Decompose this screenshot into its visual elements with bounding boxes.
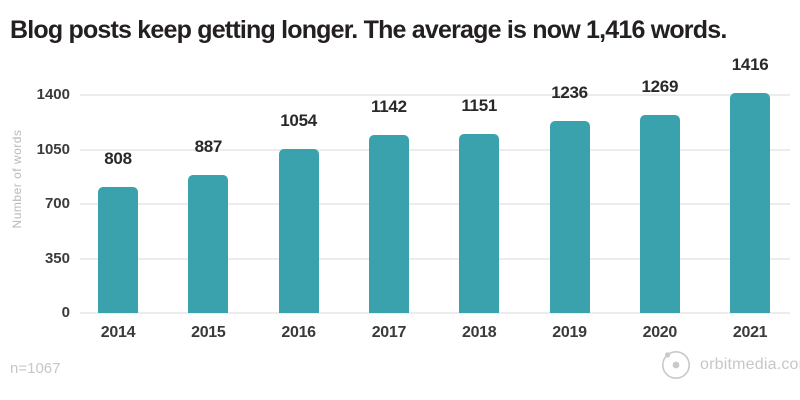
x-tick-label: 2021 [732, 324, 768, 341]
gridline-y-350 [80, 257, 790, 260]
bar-2019 [549, 120, 590, 313]
bar-value-label: 1236 [551, 82, 588, 102]
bar-value-label: 1151 [461, 95, 498, 115]
y-tick-label: 350 [44, 249, 70, 267]
bar-2014 [98, 187, 138, 313]
bar-value-label: 1416 [731, 54, 769, 74]
x-tick-label: 2018 [461, 324, 497, 341]
bar-2016 [278, 148, 319, 313]
bar-value-label: 1269 [641, 77, 679, 97]
x-tick-label: 2015 [191, 324, 226, 341]
chart-title: Blog posts keep getting longer. The aver… [10, 16, 727, 44]
orbitmedia-logo-icon [662, 351, 690, 379]
gridline-y-700 [80, 203, 790, 205]
gridline-y-1400 [80, 94, 790, 96]
gridline-y-0 [80, 312, 790, 314]
x-tick-label: 2019 [552, 324, 587, 341]
gridline-y-1050 [80, 148, 790, 151]
bar-value-label: 1142 [371, 97, 407, 117]
y-tick-label: 700 [44, 195, 70, 212]
x-tick-label: 2014 [100, 324, 136, 341]
bar-value-label: 808 [104, 149, 132, 169]
x-tick-label: 2017 [371, 324, 407, 341]
x-tick-label: 2016 [281, 324, 316, 341]
bar-2020 [639, 115, 680, 313]
bar-value-label: 887 [194, 136, 223, 156]
bar-2018 [459, 133, 500, 313]
bar-value-label: 1054 [280, 110, 317, 130]
brand-url: orbitmedia.com [700, 356, 800, 373]
x-tick-label: 2020 [642, 324, 678, 341]
bar-2021 [730, 92, 771, 313]
y-tick-label: 0 [61, 304, 70, 321]
y-tick-label: 1400 [36, 86, 70, 103]
y-tick-label: 1050 [36, 140, 70, 158]
brand-attribution: orbitmedia.com [659, 348, 800, 382]
sample-size-note: n=1067 [10, 360, 61, 377]
bar-2017 [368, 135, 409, 313]
bar-2015 [188, 174, 229, 313]
